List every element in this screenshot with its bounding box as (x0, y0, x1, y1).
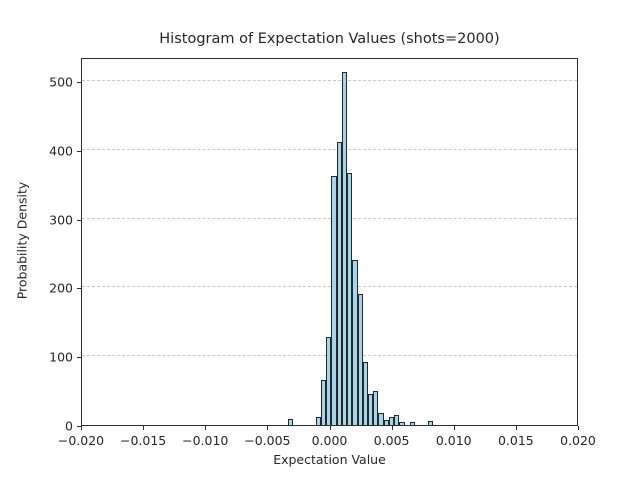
x-axis-label: Expectation Value (273, 452, 386, 467)
histogram-bar (378, 412, 384, 425)
histogram-bar (321, 380, 327, 425)
y-tick-mark (77, 357, 81, 359)
y-tick-mark (77, 150, 81, 152)
histogram-bar (428, 420, 434, 425)
y-tick-label: 100 (49, 349, 73, 365)
x-tick-label: 0.010 (435, 433, 472, 448)
x-tick-mark (267, 426, 269, 430)
x-tick-label: −0.005 (244, 433, 291, 448)
y-tick-mark (77, 426, 81, 427)
y-tick-mark (77, 82, 81, 84)
x-tick-mark (453, 426, 455, 430)
histogram-bar (287, 418, 293, 425)
y-tick-mark (77, 288, 81, 290)
x-tick-mark (81, 426, 82, 430)
y-gridline (82, 80, 577, 82)
x-tick-mark (391, 426, 393, 430)
plot-area (81, 58, 578, 426)
histogram-bar (357, 294, 363, 425)
x-tick-mark (515, 426, 517, 430)
x-tick-label: 0.000 (311, 433, 348, 448)
y-gridline (82, 286, 577, 288)
histogram-bar (368, 394, 374, 425)
histogram-bar (373, 390, 379, 425)
x-tick-mark (143, 426, 145, 430)
x-tick-mark (205, 426, 207, 430)
y-tick-label: 200 (49, 280, 73, 296)
y-tick-label: 500 (49, 74, 73, 90)
histogram-bar (341, 72, 348, 425)
histogram-bar (399, 421, 405, 425)
histogram-bar (347, 173, 353, 425)
chart-title: Histogram of Expectation Values (shots=2… (159, 31, 500, 47)
histogram-bar (331, 176, 337, 425)
x-tick-label: 0.005 (373, 433, 410, 448)
x-tick-label: −0.020 (57, 433, 105, 448)
x-tick-label: −0.010 (182, 433, 229, 448)
x-tick-label: −0.015 (119, 433, 167, 448)
y-tick-label: 0 (65, 418, 73, 434)
x-tick-mark (578, 426, 579, 430)
y-gridline (82, 148, 577, 150)
y-tick-label: 300 (49, 212, 73, 228)
x-tick-mark (329, 426, 331, 430)
y-gridline (82, 217, 577, 219)
histogram-bar (315, 416, 322, 425)
y-tick-label: 400 (49, 143, 73, 159)
histogram-bar (388, 416, 395, 425)
histogram-bar (409, 422, 415, 425)
histogram-bar (326, 336, 332, 425)
histogram-bar (394, 415, 400, 425)
histogram-bar (383, 419, 389, 425)
histogram-bar (352, 259, 358, 425)
histogram-bar (362, 361, 368, 425)
x-tick-label: 0.020 (560, 433, 596, 448)
y-tick-mark (77, 219, 81, 221)
x-tick-label: 0.015 (497, 433, 534, 448)
histogram-bar (336, 141, 342, 425)
